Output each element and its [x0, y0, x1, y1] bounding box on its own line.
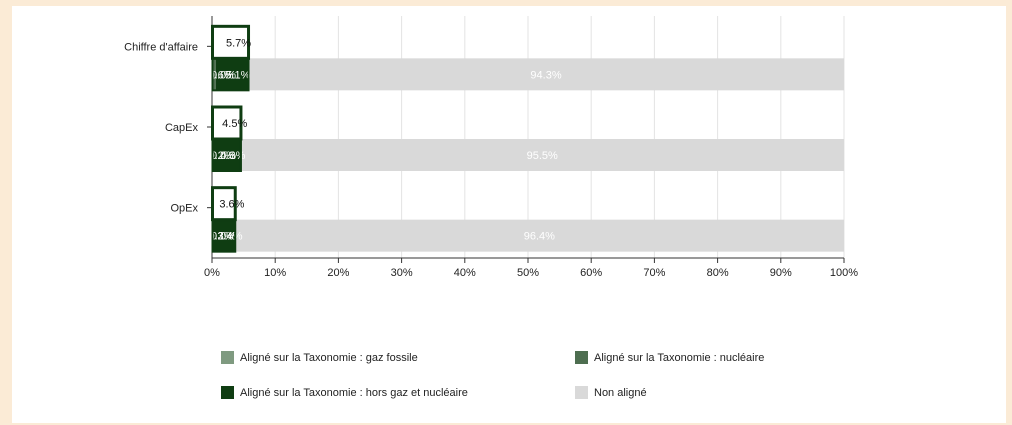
- legend-label: Aligné sur la Taxonomie : gaz fossile: [240, 351, 418, 364]
- data-label: 0.0%: [211, 231, 236, 243]
- data-label: 0.0%: [211, 69, 236, 81]
- data-label: 4.3%: [220, 150, 245, 162]
- x-tick-label: 90%: [770, 267, 792, 279]
- category-label: OpEx: [170, 203, 198, 215]
- x-tick-label: 60%: [580, 267, 602, 279]
- x-tick-label: 10%: [264, 267, 286, 279]
- taxonomy-bar-chart: 0% 10% 20% 30% 40% 50% 60% 70% 80% 90% 100% Chiffre…: [124, 16, 858, 279]
- category-label: CapEx: [165, 122, 199, 134]
- bar-segment: [234, 219, 844, 252]
- total-aligned-outline: [211, 218, 237, 253]
- chart-card: 0% 10% 20% 30% 40% 50% 60% 70% 80% 90% 100% Chiffre…: [12, 6, 1006, 423]
- data-label: 3.4%: [217, 231, 242, 243]
- total-label: 3.6%: [219, 199, 244, 211]
- legend-item-gaz-fossile: Aligné sur la Taxonomie : gaz fossile: [221, 351, 418, 364]
- legend-item-non-aligne: Non aligné: [575, 386, 647, 399]
- total-label: 4.5%: [222, 118, 247, 130]
- total-label: 5.7%: [226, 37, 251, 49]
- bar-segment: [213, 139, 241, 171]
- legend-swatch: [575, 386, 588, 399]
- legend-swatch: [575, 351, 588, 364]
- total-aligned-outline: [211, 138, 242, 172]
- data-label: 0.6%: [208, 69, 233, 81]
- legend-swatch: [221, 386, 234, 399]
- legend-swatch: [221, 351, 234, 364]
- x-tick-label: 50%: [517, 267, 539, 279]
- category-label: Chiffre d'affaire: [124, 41, 198, 53]
- legend-item-nucleaire: Aligné sur la Taxonomie : nucléaire: [575, 351, 764, 364]
- data-label: 95.5%: [527, 150, 558, 162]
- x-tick-label: 40%: [454, 267, 476, 279]
- data-label: 0.2%: [208, 231, 233, 243]
- legend-label: Aligné sur la Taxonomie : nucléaire: [594, 351, 765, 364]
- data-label: 96.4%: [524, 231, 555, 243]
- x-tick-label: 30%: [391, 267, 413, 279]
- legend-label: Non aligné: [594, 386, 647, 399]
- total-aligned-outline: [211, 57, 250, 92]
- data-label: 0.2%: [208, 150, 233, 162]
- legend-item-hors-gaz-nucleaire: Aligné sur la Taxonomie : hors gaz et nu…: [221, 386, 468, 399]
- bar-segment: [213, 219, 235, 252]
- bar-segment: [215, 58, 249, 91]
- bar-segment: [212, 58, 216, 91]
- bar-segment: [240, 139, 844, 171]
- x-tick-label: 0%: [204, 267, 220, 279]
- data-label: 0.0%: [211, 150, 236, 162]
- x-tick-label: 20%: [327, 267, 349, 279]
- data-label: 5.1%: [225, 69, 250, 81]
- x-tick-label: 70%: [643, 267, 665, 279]
- bar-segment: [248, 58, 845, 91]
- legend-label: Aligné sur la Taxonomie : hors gaz et nu…: [240, 386, 468, 399]
- data-label: 94.3%: [530, 69, 561, 81]
- x-tick-label: 100%: [830, 267, 858, 279]
- x-tick-label: 80%: [707, 267, 729, 279]
